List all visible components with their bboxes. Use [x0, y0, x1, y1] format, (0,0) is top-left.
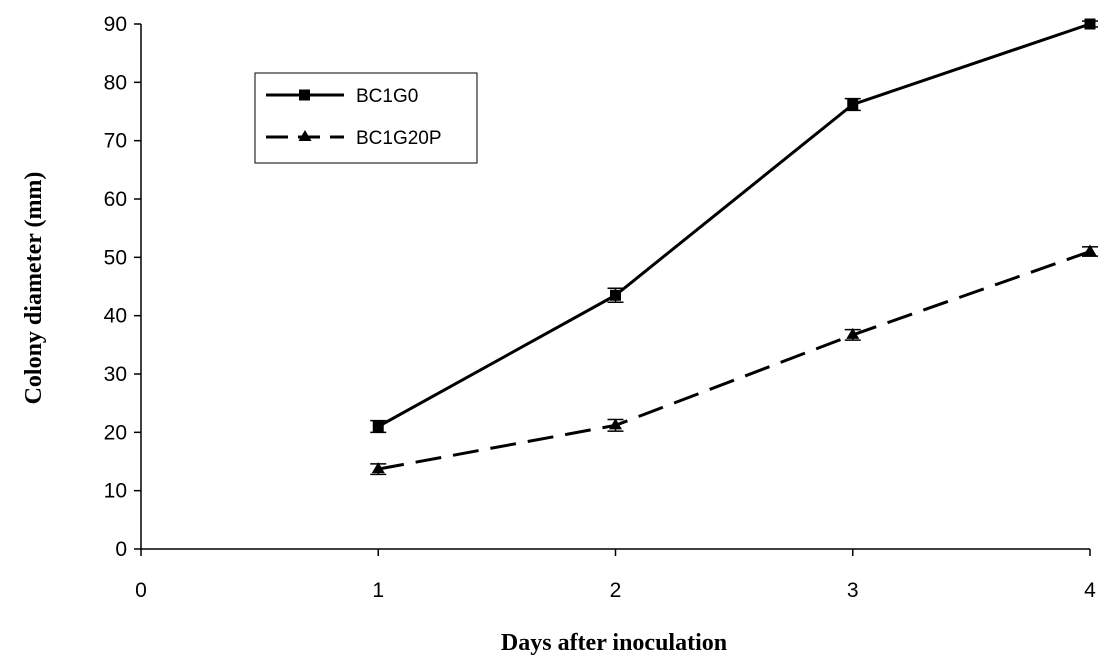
data-point-triangle [1083, 244, 1097, 256]
legend: BC1G0 BC1G20P [254, 72, 478, 164]
data-point-square [372, 421, 384, 432]
legend-box [254, 72, 478, 164]
y-tick-label: 90 [104, 13, 127, 36]
x-tick-label: 2 [610, 579, 622, 602]
x-axis-title: Days after inoculation [501, 630, 727, 656]
x-tick-label: 4 [1084, 579, 1096, 602]
x-tick-label: 3 [847, 579, 859, 602]
legend-item-bc1g0: BC1G0 [266, 86, 418, 107]
series-bc1g20p [370, 244, 1098, 476]
y-tick-label: 0 [115, 538, 127, 561]
x-tick-label: 1 [372, 579, 384, 602]
data-point-triangle [846, 327, 860, 339]
y-tick-label: 50 [104, 246, 127, 269]
data-point-square [1084, 18, 1096, 30]
legend-square-marker [299, 89, 310, 101]
legend-item-bc1g20p: BC1G20P [266, 128, 442, 149]
x-tick-label: 0 [135, 579, 147, 602]
data-point-triangle [609, 418, 622, 430]
y-tick-label: 20 [104, 421, 127, 444]
y-tick-label: 70 [104, 130, 127, 153]
series-group [370, 18, 1098, 476]
series-line-bc1g20p [377, 250, 1091, 471]
legend-triangle-marker [298, 130, 312, 141]
legend-label-bc1g0: BC1G0 [356, 86, 418, 107]
legend-label-bc1g20p: BC1G20P [356, 128, 442, 149]
series-bc1g0 [370, 18, 1098, 434]
x-ticks: 0 1 2 3 4 [135, 549, 1096, 602]
y-tick-label: 10 [104, 480, 127, 503]
series-line-bc1g0 [377, 22, 1091, 428]
data-point-triangle [371, 462, 385, 474]
y-tick-label: 60 [104, 188, 127, 211]
y-ticks: 0 10 20 30 40 50 60 70 80 90 [104, 13, 141, 561]
y-tick-label: 80 [104, 71, 127, 94]
y-axis-title: Colony diameter (mm) [21, 172, 47, 405]
y-tick-label: 30 [104, 363, 127, 386]
data-point-square [847, 99, 859, 110]
data-point-square [610, 289, 621, 301]
y-tick-label: 40 [104, 305, 127, 328]
